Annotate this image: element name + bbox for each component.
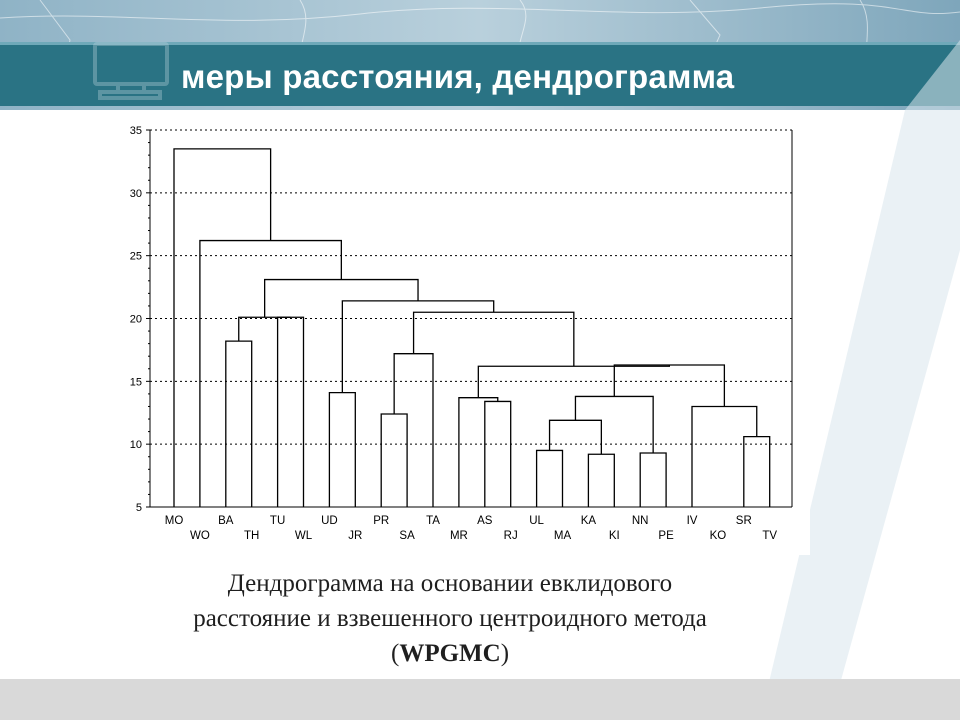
dendrogram-link [225, 340, 253, 507]
dendrogram-link [535, 449, 564, 507]
dendrogram-link [173, 148, 272, 507]
y-tick-label: 20 [130, 314, 142, 326]
leaf-label: RJ [504, 530, 518, 542]
leaf-label: MA [554, 530, 572, 542]
leaf-label: PR [373, 515, 389, 527]
leaf-label: JR [348, 530, 362, 542]
dendrogram-link [613, 364, 726, 407]
leaf-label: KO [710, 530, 727, 542]
y-tick-label: 5 [136, 502, 142, 514]
dendrogram-link [743, 435, 771, 507]
y-tick-label: 30 [130, 188, 142, 200]
y-tick-label: 10 [130, 439, 142, 451]
leaf-label: SR [736, 515, 752, 527]
caption-paren-open: ( [390, 640, 400, 667]
caption-line-3: (WPGMC) [100, 636, 800, 671]
caption-line-1: Дендрограмма на основании евклидового [227, 570, 673, 597]
leaf-label: NN [632, 515, 649, 527]
caption-paren-close: ) [500, 640, 510, 667]
dendrogram-link [238, 316, 291, 342]
leaf-label: TA [426, 515, 440, 527]
diagonal-stripe [760, 40, 960, 720]
leaf-label: UD [321, 515, 338, 527]
leaf-label: TH [244, 530, 259, 542]
leaf-label: MO [165, 515, 184, 527]
dendrogram-link [341, 300, 495, 393]
caption-method: WPGMC [399, 640, 501, 667]
dendrogram-link [328, 391, 356, 507]
leaf-label: PE [658, 530, 674, 542]
leaf-label: WL [295, 530, 313, 542]
computer-icon [93, 42, 169, 100]
bottom-band [0, 679, 960, 720]
dendrogram-link [484, 400, 512, 507]
leaf-label: KA [581, 515, 597, 527]
dendrogram-link [587, 453, 615, 507]
dendrogram-link [412, 311, 575, 367]
dendrogram-chart: 5 10 15 20 25 30 35 MO WO BA TH TU WL UD JR PR SA TA MR AS R… [110, 113, 810, 555]
caption-line-2: расстояние и взвешенного центроидного ме… [193, 605, 707, 632]
dendrogram-link [548, 419, 602, 455]
leaf-label: UL [529, 515, 544, 527]
dendrogram-link [380, 413, 408, 507]
dendrogram-link [393, 353, 434, 507]
dendrogram-link [199, 239, 342, 507]
y-tick-label: 35 [130, 125, 142, 137]
leaf-label: IV [687, 515, 698, 527]
dendrogram-link [691, 405, 758, 507]
leaf-label: BA [218, 515, 234, 527]
dendrogram-link [276, 316, 305, 507]
leaf-label: WO [190, 530, 210, 542]
y-tick-label: 25 [130, 251, 142, 263]
dendrogram-link [458, 397, 499, 507]
leaf-label: TV [762, 530, 777, 542]
dendrogram-link [264, 278, 419, 318]
dendrogram-link [639, 452, 667, 507]
header-band [0, 42, 960, 106]
leaf-label: KI [609, 530, 620, 542]
slide-title: меры расстояния, дендрограмма [181, 58, 735, 95]
header-highlight [0, 42, 960, 45]
leaf-label: AS [477, 515, 493, 527]
y-tick-label: 15 [130, 376, 142, 388]
leaf-label: SA [399, 530, 415, 542]
leaf-label: TU [270, 515, 285, 527]
slide-caption: Дендрограмма на основании евклидового ра… [100, 566, 800, 671]
leaf-label: MR [450, 530, 468, 542]
